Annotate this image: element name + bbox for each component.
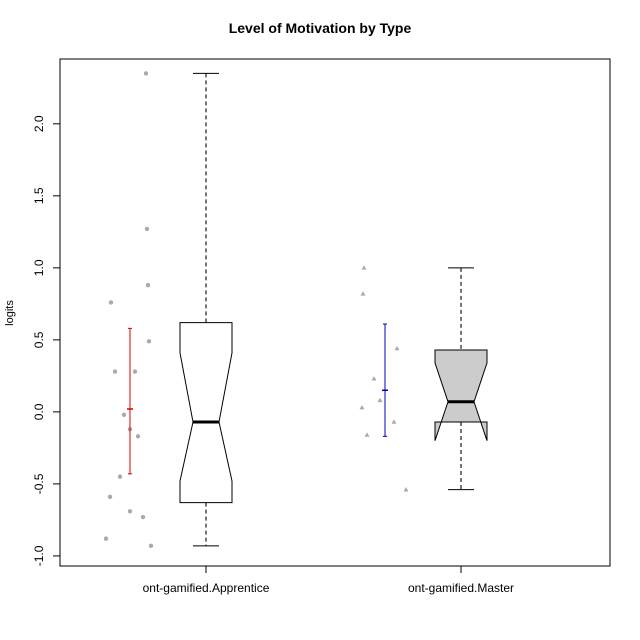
plot-frame bbox=[59, 58, 611, 567]
data-point bbox=[359, 404, 365, 410]
data-point bbox=[145, 282, 151, 288]
data-point bbox=[403, 487, 409, 492]
notched-box bbox=[434, 349, 488, 441]
data-point bbox=[146, 339, 152, 344]
data-point bbox=[148, 543, 154, 549]
x-tick-label: ont-gamified.Apprentice bbox=[143, 581, 270, 595]
y-tick-label: 1.0 bbox=[32, 259, 46, 276]
notched-box bbox=[179, 322, 233, 504]
data-point bbox=[135, 434, 141, 439]
data-point bbox=[140, 514, 146, 520]
data-point bbox=[108, 300, 114, 305]
y-axis: -1.0 -0.5 0.0 0.5 1.0 1.5 2.0 bbox=[32, 115, 61, 566]
data-point bbox=[107, 494, 113, 500]
y-tick-label: -1.0 bbox=[32, 545, 46, 566]
data-point bbox=[144, 226, 150, 232]
box-group bbox=[359, 265, 488, 492]
y-axis-title: logits bbox=[4, 300, 16, 326]
data-point bbox=[117, 474, 123, 479]
y-tick-label: -0.5 bbox=[32, 473, 46, 494]
data-point bbox=[377, 397, 383, 403]
data-point bbox=[371, 376, 377, 381]
data-point bbox=[132, 369, 138, 374]
data-point bbox=[103, 536, 109, 541]
y-tick-label: 0.5 bbox=[32, 331, 46, 348]
data-point bbox=[112, 369, 118, 374]
data-point bbox=[364, 432, 370, 437]
data-point bbox=[143, 71, 149, 76]
chart-title: Level of Motivation by Type bbox=[228, 20, 412, 36]
data-point bbox=[361, 265, 367, 270]
data-point bbox=[360, 291, 366, 296]
x-axis: ont-gamified.Apprentice ont-gamified.Mast… bbox=[143, 565, 514, 595]
x-tick-label: ont-gamified.Master bbox=[408, 581, 514, 595]
data-point bbox=[394, 345, 400, 351]
data-point bbox=[127, 509, 133, 514]
data-point bbox=[391, 419, 397, 424]
y-tick-label: 0.0 bbox=[32, 403, 46, 420]
data-point bbox=[121, 412, 127, 417]
y-tick-label: 1.5 bbox=[32, 187, 46, 204]
chart-marks bbox=[103, 71, 488, 549]
y-tick-label: 2.0 bbox=[32, 115, 46, 132]
box-group bbox=[103, 71, 233, 549]
